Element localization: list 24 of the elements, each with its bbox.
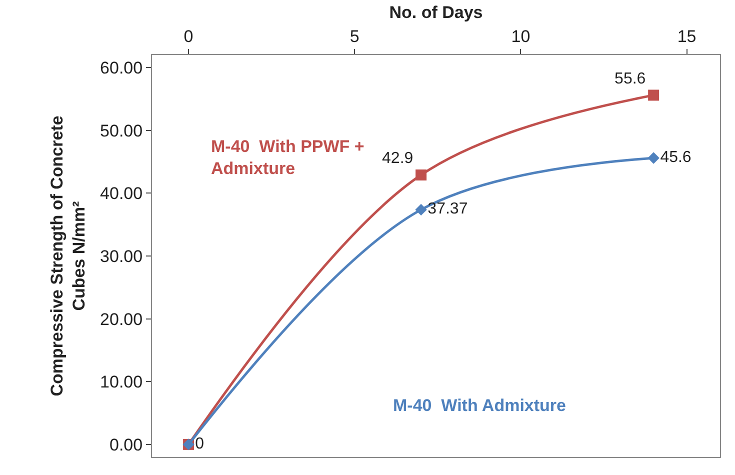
x-tick-label: 15 — [677, 27, 696, 46]
y-tick-label: 50.00 — [100, 121, 143, 140]
data-label: 42.9 — [382, 150, 414, 168]
x-tick-label: 10 — [511, 27, 530, 46]
y-tick-label: 0.00 — [110, 435, 143, 454]
point — [415, 204, 427, 216]
x-tick-label: 5 — [350, 27, 360, 46]
data-label: 55.6 — [614, 70, 646, 88]
series-label: M-40 With PPWF + Admixture — [211, 137, 364, 178]
y-tick-label: 30.00 — [100, 246, 143, 266]
point — [416, 169, 427, 180]
y-tick-label: 10.00 — [100, 372, 143, 392]
data-label: 37.37 — [428, 200, 468, 218]
x-axis-title: No. of Days — [389, 2, 483, 22]
data-label: 45.6 — [660, 149, 692, 166]
point — [648, 152, 660, 164]
data-label: 0 — [195, 435, 204, 452]
text: M-40 With Admixture — [393, 396, 566, 415]
y-tick-label: 20.00 — [100, 310, 143, 329]
point — [648, 90, 660, 101]
y-tick-label: 40.00 — [100, 184, 143, 204]
y-axis-title: Compressive Strength of Concrete Cubes N/mm² — [48, 116, 89, 396]
y-tick-label: 60.00 — [100, 58, 143, 78]
x-tick-label: 0 — [184, 27, 194, 46]
